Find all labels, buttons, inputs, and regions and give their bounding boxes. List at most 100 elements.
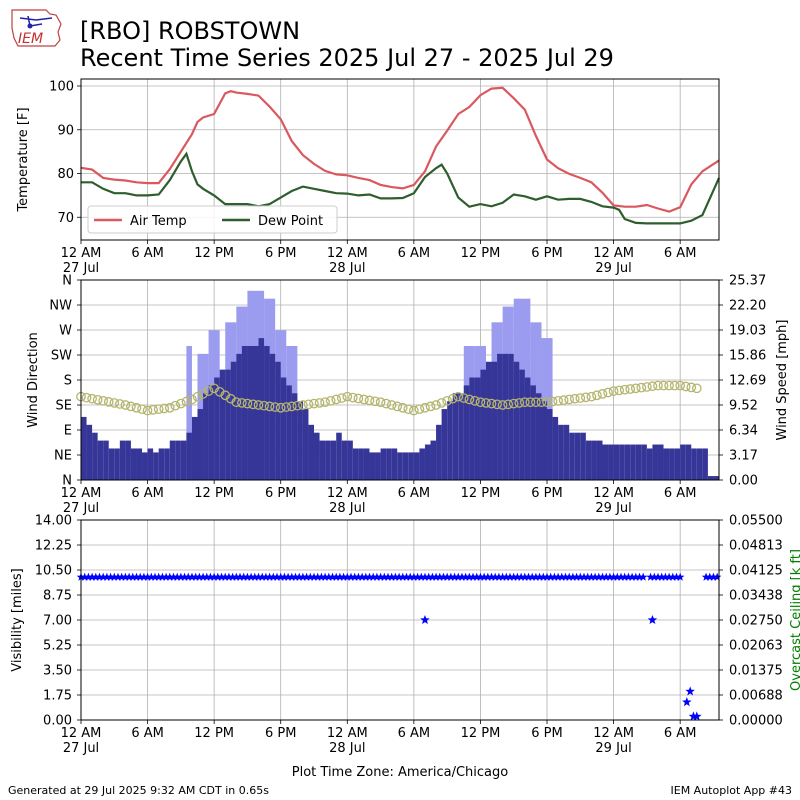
direction-point: [386, 400, 397, 410]
visibility-point: [561, 572, 570, 581]
speed-bar: [630, 444, 636, 480]
x-tick-label: 12 AM: [61, 726, 102, 741]
visibility-point: [294, 572, 304, 581]
x-tick-date: 27 Jul: [63, 261, 99, 276]
temperature-axes-frame: [80, 78, 720, 241]
visibility-tick-label: 1.75: [43, 689, 72, 704]
direction-tick-label: NE: [54, 449, 72, 464]
visibility-point: [712, 572, 722, 581]
x-tick-label: 6 PM: [531, 486, 562, 501]
visibility-point: [143, 572, 152, 581]
speed-bar: [452, 393, 459, 480]
direction-point: [481, 398, 491, 408]
speed-bar: [402, 452, 409, 480]
speed-bar: [635, 444, 642, 480]
visibility-point: [535, 572, 544, 581]
direction-point: [642, 382, 652, 392]
visibility-point: [150, 572, 160, 581]
speed-bar: [297, 401, 303, 480]
x-tick-label: 6 AM: [131, 726, 164, 741]
visibility-point: [461, 572, 470, 581]
speed-bar: [247, 345, 253, 480]
direction-point: [192, 391, 203, 402]
x-tick-label: 12 PM: [461, 726, 501, 741]
visibility-point: [520, 572, 530, 581]
direction-point: [270, 402, 281, 412]
visibility-point: [468, 572, 478, 581]
visibility-axis-label: Visibility [miles]: [10, 568, 25, 671]
visibility-point: [391, 572, 400, 581]
speed-bar: [386, 448, 392, 480]
direction-point: [586, 391, 597, 402]
speed-bar: [691, 448, 697, 480]
visibility-point: [546, 572, 555, 581]
direction-point: [458, 393, 469, 403]
direction-point: [553, 395, 563, 406]
direction-point: [353, 393, 364, 404]
x-tick-date: 27 Jul: [63, 501, 99, 516]
visibility-point: [117, 572, 126, 581]
visibility-point: [121, 572, 130, 581]
visibility-tick-label: 7.00: [43, 614, 72, 629]
visibility-tick-label: 5.25: [43, 639, 72, 654]
speed-bar: [130, 448, 137, 480]
visibility-point: [147, 572, 156, 581]
speed-bar: [552, 416, 559, 480]
iem-logo: IEM: [11, 9, 62, 47]
visibility-point: [328, 572, 337, 581]
speed-bar: [302, 409, 309, 480]
visibility-point: [601, 572, 611, 581]
speed-bar: [519, 369, 525, 480]
speed-bar: [391, 448, 398, 480]
speed-bar: [358, 448, 364, 480]
visibility-point: [191, 572, 200, 581]
visibility-point: [110, 572, 119, 581]
speed-bar: [580, 432, 586, 480]
visibility-point: [387, 572, 396, 581]
speed-bar: [563, 424, 570, 480]
speed-bar: [142, 452, 148, 480]
direction-point: [342, 391, 353, 402]
visibility-point-low: [647, 615, 658, 624]
direction-point: [298, 400, 308, 410]
speed-tick-label: 0.00: [729, 474, 758, 489]
visibility-point: [80, 572, 89, 581]
visibility-point: [550, 572, 559, 581]
wind-speed-axis-label: Wind Speed [mph]: [775, 320, 790, 441]
visibility-point: [531, 572, 541, 581]
ceiling-axis-label: Overcast Ceiling [k ft]: [789, 549, 800, 691]
legend-label-air-temp: Air Temp: [130, 214, 187, 229]
speed-bar: [641, 444, 647, 480]
speed-bar: [436, 424, 442, 480]
direction-point: [686, 382, 697, 393]
temperature-legend: Air Temp Dew Point: [87, 205, 338, 234]
direction-point: [425, 401, 436, 412]
direction-point: [98, 395, 109, 406]
visibility-point: [87, 572, 97, 581]
visibility-point: [124, 572, 134, 581]
direction-point: [470, 395, 480, 406]
direction-point: [81, 392, 92, 403]
visibility-point: [335, 572, 345, 581]
visibility-point: [424, 572, 433, 581]
visibility-point: [505, 572, 515, 581]
visibility-point: [542, 572, 552, 581]
speed-bar: [480, 369, 486, 480]
visibility-point: [624, 572, 633, 581]
speed-bar: [558, 424, 564, 480]
visibility-point: [269, 572, 278, 581]
app-footnote: IEM Autoplot App #43: [670, 784, 793, 797]
direction-point: [259, 400, 269, 411]
visibility-point: [317, 572, 326, 581]
visibility-point: [583, 572, 592, 581]
visibility-point: [413, 572, 422, 581]
visibility-point: [365, 572, 374, 581]
visibility-point: [402, 572, 411, 581]
visibility-point: [587, 572, 596, 581]
visibility-point: [313, 572, 322, 581]
speed-bar: [613, 444, 620, 480]
speed-bar: [669, 448, 675, 480]
visibility-point: [572, 572, 581, 581]
speed-bar: [491, 361, 498, 480]
speed-bar: [469, 377, 475, 480]
